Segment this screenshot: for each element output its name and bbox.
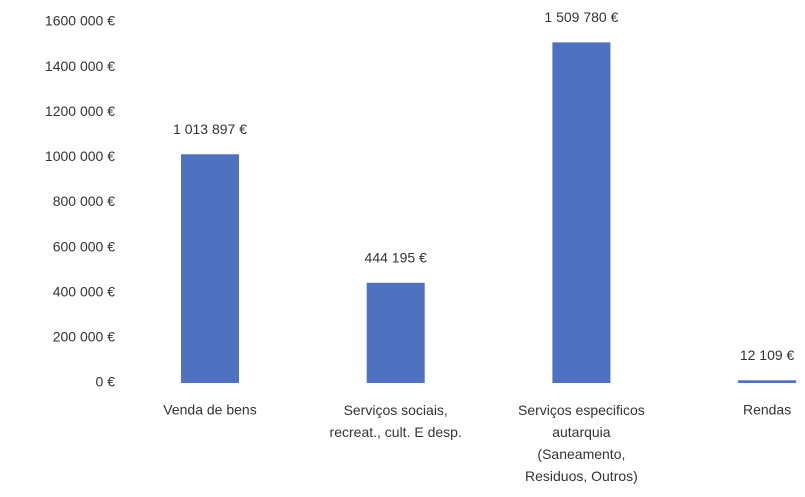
- y-tick-label: 400 000 €: [53, 283, 115, 299]
- bar: [552, 42, 611, 383]
- value-label: 12 109 €: [740, 347, 795, 363]
- value-label: 1 013 897 €: [173, 121, 247, 137]
- value-label: 444 195 €: [365, 249, 427, 265]
- x-tick-label: Rendas: [743, 402, 791, 418]
- bar: [738, 380, 797, 383]
- y-tick-label: 0 €: [96, 374, 116, 390]
- x-tick-label: Serviços sociais, recreat., cult. E desp.: [330, 402, 462, 440]
- y-tick-label: 600 000 €: [53, 238, 115, 254]
- y-tick-label: 200 000 €: [53, 329, 115, 345]
- y-tick-label: 1400 000 €: [45, 58, 115, 74]
- value-label: 1 509 780 €: [544, 9, 618, 25]
- bar: [181, 154, 239, 383]
- x-tick-label: Venda de bens: [163, 402, 256, 418]
- y-tick-label: 800 000 €: [53, 193, 115, 209]
- x-tick-label: Serviços especificos autarquia (Saneamento…: [518, 402, 645, 484]
- y-tick-label: 1600 000 €: [45, 13, 115, 29]
- bar: [366, 282, 425, 383]
- y-tick-label: 1200 000 €: [45, 103, 115, 119]
- y-tick-label: 1000 000 €: [45, 148, 115, 164]
